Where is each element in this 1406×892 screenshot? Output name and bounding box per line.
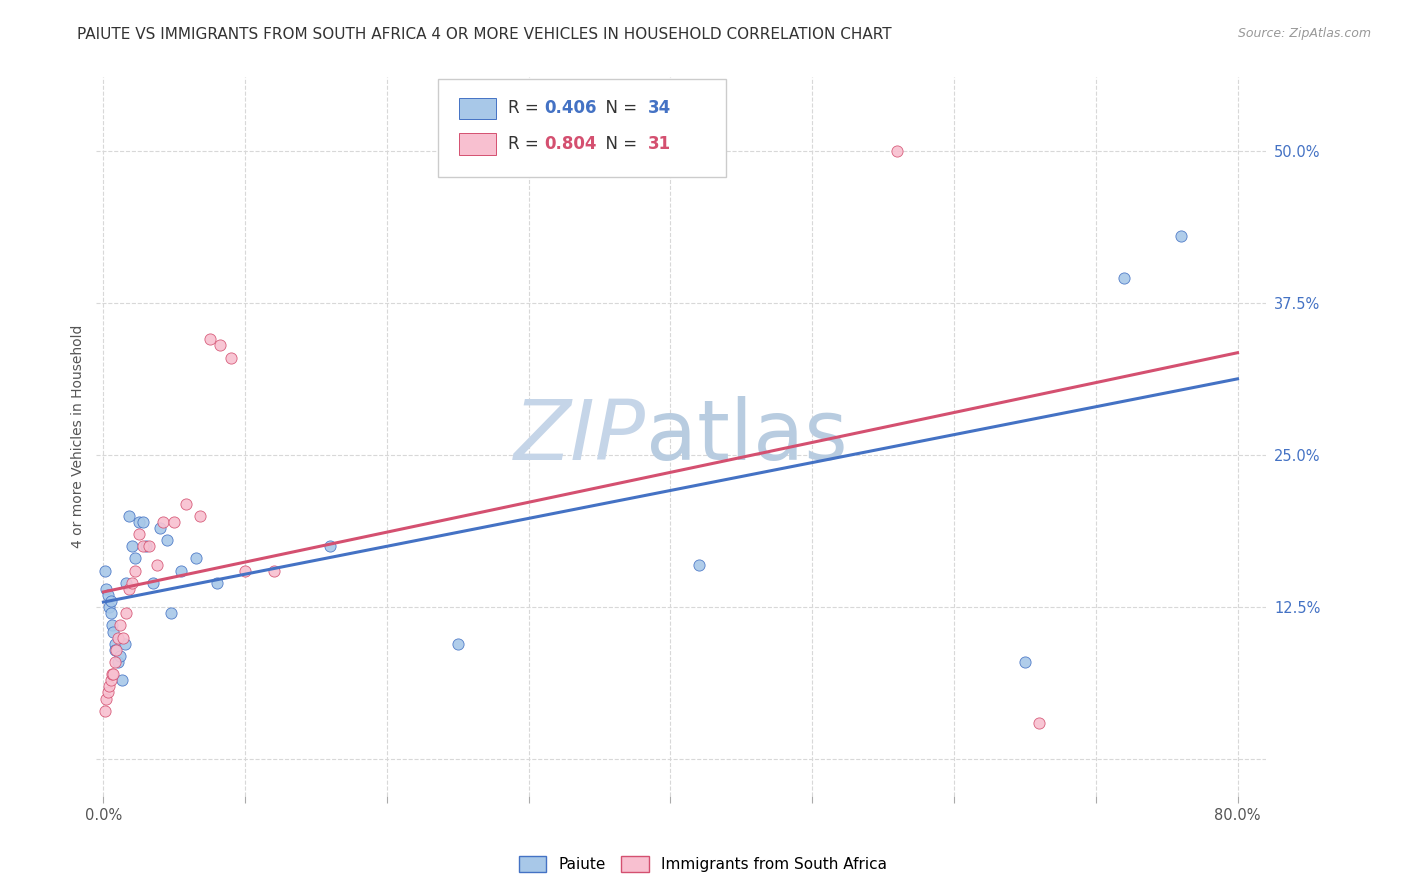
Text: R =: R = xyxy=(508,99,544,118)
Point xyxy=(688,558,710,572)
Point xyxy=(146,558,169,572)
Point xyxy=(96,691,118,706)
Text: 0.406: 0.406 xyxy=(544,99,596,118)
Text: ZIP: ZIP xyxy=(515,396,645,477)
Point xyxy=(132,539,155,553)
Point xyxy=(118,582,141,596)
Point xyxy=(104,637,127,651)
Point xyxy=(115,575,138,590)
Point xyxy=(149,521,172,535)
Point xyxy=(1170,228,1192,243)
Point xyxy=(114,637,136,651)
Text: N =: N = xyxy=(595,99,643,118)
Legend: Paiute, Immigrants from South Africa: Paiute, Immigrants from South Africa xyxy=(512,848,894,880)
Point xyxy=(135,539,157,553)
Point xyxy=(170,564,193,578)
Point xyxy=(208,338,231,352)
Point xyxy=(110,648,132,663)
Point xyxy=(1014,655,1036,669)
Point xyxy=(104,643,127,657)
Y-axis label: 4 or more Vehicles in Household: 4 or more Vehicles in Household xyxy=(72,325,86,549)
Point xyxy=(103,624,125,639)
Point xyxy=(124,551,146,566)
Point xyxy=(205,575,228,590)
Point xyxy=(233,564,256,578)
Point xyxy=(100,594,122,608)
Point xyxy=(97,685,120,699)
Point xyxy=(174,497,197,511)
Point xyxy=(1028,715,1050,730)
Point xyxy=(156,533,179,548)
Text: PAIUTE VS IMMIGRANTS FROM SOUTH AFRICA 4 OR MORE VEHICLES IN HOUSEHOLD CORRELATI: PAIUTE VS IMMIGRANTS FROM SOUTH AFRICA 4… xyxy=(77,27,891,42)
Point xyxy=(98,679,121,693)
Point xyxy=(219,351,242,365)
Point xyxy=(128,527,150,541)
Point xyxy=(1114,271,1136,285)
FancyBboxPatch shape xyxy=(437,78,725,177)
Point xyxy=(142,575,165,590)
Text: 0.804: 0.804 xyxy=(544,136,596,153)
Point xyxy=(128,515,150,529)
Point xyxy=(184,551,207,566)
Text: 31: 31 xyxy=(648,136,672,153)
Point xyxy=(188,508,211,523)
FancyBboxPatch shape xyxy=(458,134,496,155)
Point xyxy=(263,564,285,578)
Point xyxy=(101,618,124,632)
Text: N =: N = xyxy=(595,136,643,153)
Point xyxy=(111,673,134,688)
Point xyxy=(110,618,132,632)
Point xyxy=(121,539,143,553)
Text: R =: R = xyxy=(508,136,544,153)
Point xyxy=(886,144,908,158)
Point xyxy=(118,508,141,523)
Text: atlas: atlas xyxy=(645,396,848,477)
Point xyxy=(115,607,138,621)
Point xyxy=(152,515,174,529)
Point xyxy=(101,667,124,681)
FancyBboxPatch shape xyxy=(458,97,496,120)
Point xyxy=(112,631,135,645)
Point xyxy=(105,643,128,657)
Point xyxy=(98,600,121,615)
Point xyxy=(100,673,122,688)
Point xyxy=(160,607,183,621)
Point xyxy=(319,539,342,553)
Text: Source: ZipAtlas.com: Source: ZipAtlas.com xyxy=(1237,27,1371,40)
Point xyxy=(94,564,117,578)
Point xyxy=(100,607,122,621)
Point xyxy=(132,515,155,529)
Point xyxy=(121,575,143,590)
Point xyxy=(107,655,129,669)
Point xyxy=(163,515,186,529)
Point xyxy=(97,588,120,602)
Point xyxy=(138,539,160,553)
Text: 34: 34 xyxy=(648,99,672,118)
Point xyxy=(107,631,129,645)
Point xyxy=(103,667,125,681)
Point xyxy=(124,564,146,578)
Point xyxy=(104,655,127,669)
Point xyxy=(447,637,470,651)
Point xyxy=(94,704,117,718)
Point xyxy=(198,332,221,346)
Point xyxy=(96,582,118,596)
